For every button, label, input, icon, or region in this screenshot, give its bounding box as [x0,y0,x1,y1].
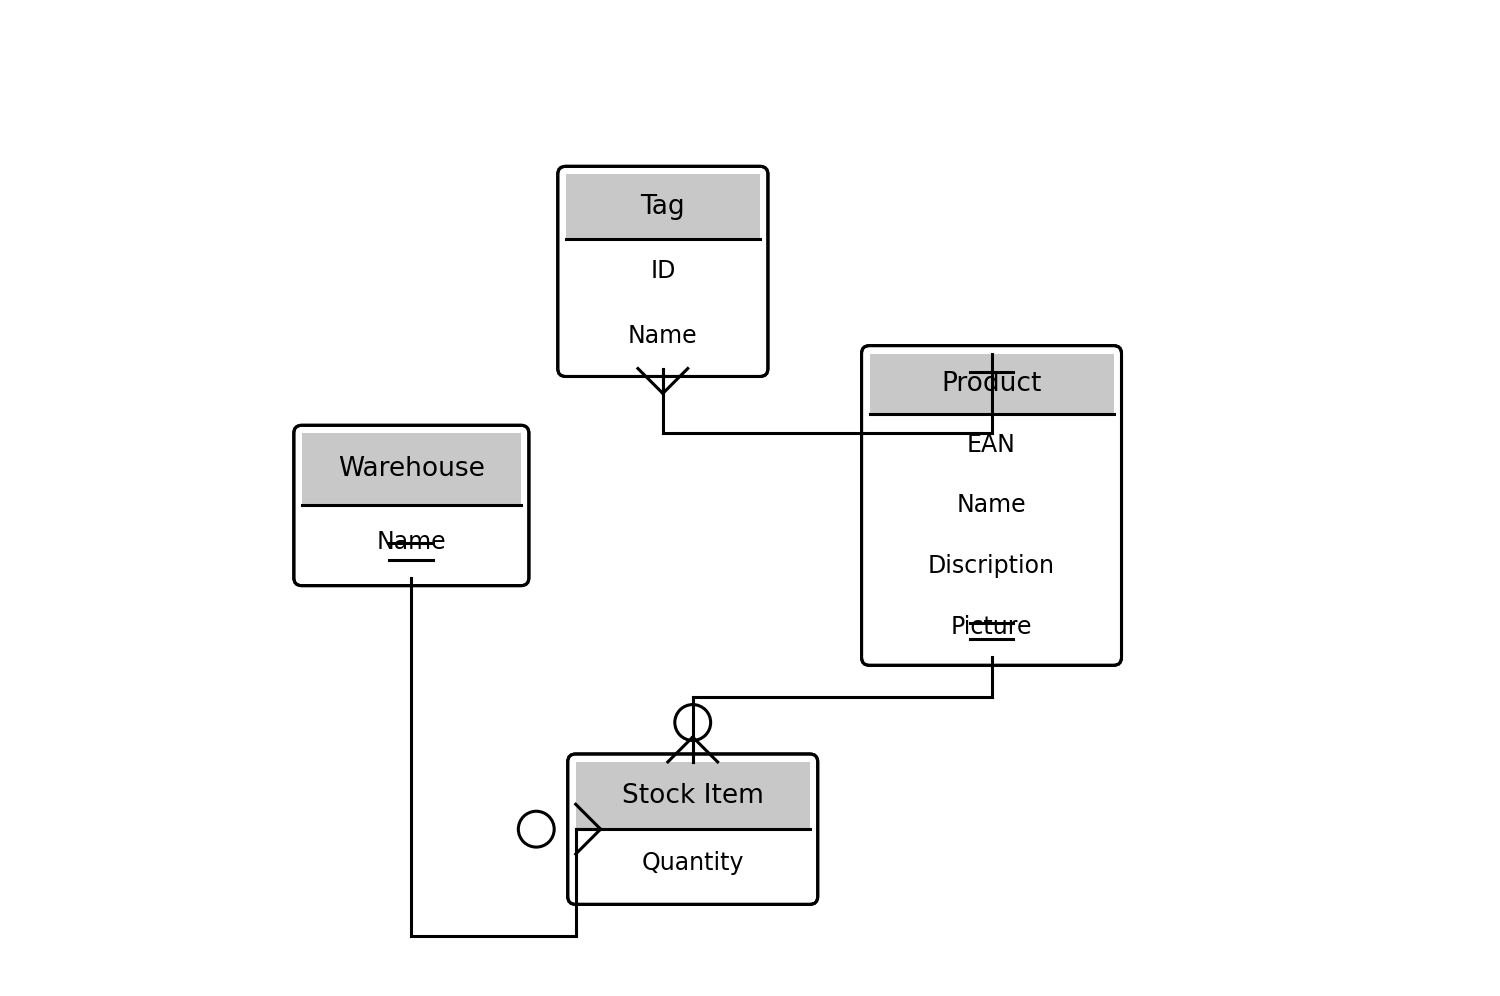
Text: Warehouse: Warehouse [338,456,484,482]
Polygon shape [576,762,810,829]
Text: Name: Name [628,324,698,349]
FancyBboxPatch shape [558,166,768,376]
FancyBboxPatch shape [567,754,818,904]
Text: Name: Name [957,493,1026,518]
Text: Product: Product [942,371,1041,397]
Text: Quantity: Quantity [642,851,744,874]
Text: Picture: Picture [951,615,1032,639]
Text: ID: ID [650,259,675,284]
Text: Name: Name [376,530,446,554]
Text: Discription: Discription [928,554,1054,579]
Polygon shape [566,174,760,239]
Polygon shape [870,354,1113,414]
FancyBboxPatch shape [294,425,530,586]
Polygon shape [302,433,520,506]
Text: Stock Item: Stock Item [622,783,764,809]
FancyBboxPatch shape [861,346,1122,665]
Text: EAN: EAN [968,432,1016,457]
Text: Tag: Tag [640,193,686,220]
